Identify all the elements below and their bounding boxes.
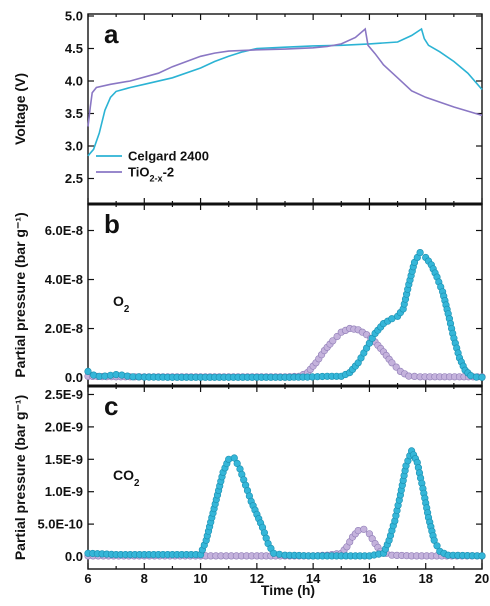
data-point-celgard <box>416 249 424 257</box>
x-tick-label: 16 <box>362 571 376 586</box>
x-axis-label: Time (h) <box>261 582 315 598</box>
legend-label: Celgard 2400 <box>128 149 209 164</box>
plot-frame <box>87 203 483 387</box>
y-tick-label: 4.0 <box>65 74 83 89</box>
y-tick-label: 3.5 <box>65 106 83 121</box>
y-tick-label: 1.0E-9 <box>45 484 83 499</box>
legend-label: TiO2-x-2 <box>128 165 174 184</box>
y-tick-label: 2.0E-8 <box>45 321 83 336</box>
gas-annotation: CO2 <box>113 467 140 489</box>
panel-label: b <box>104 209 120 239</box>
data-point-tio2 <box>360 525 368 533</box>
y-tick-label: 4.0E-8 <box>45 272 83 287</box>
y-axis-label: Partial pressure (bar g⁻¹) <box>12 212 28 377</box>
y-axis-label: Partial pressure (bar g⁻¹) <box>12 395 28 560</box>
x-tick-label: 6 <box>84 571 91 586</box>
panel-a: 2.5 3.0 3.5 4.0 4.5 5.0 Voltage (V) a Celgard 24… <box>12 9 483 206</box>
series-line-1 <box>87 27 483 127</box>
data-point-celgard <box>84 367 92 376</box>
panel-label: c <box>104 391 118 421</box>
x-tick-label: 12 <box>250 571 264 586</box>
data-point-celgard <box>478 552 486 560</box>
y-tick-label: 2.5E-9 <box>45 387 83 402</box>
y-tick-label: 2.5 <box>65 171 83 186</box>
y-tick-label: 5.0E-10 <box>37 517 83 532</box>
y-tick-label: 0.0 <box>65 549 83 564</box>
data-point-tio2 <box>329 337 337 345</box>
y-tick-label: 1.5E-9 <box>45 452 83 467</box>
x-tick-label: 14 <box>306 571 321 586</box>
y-tick-label: 0.0 <box>65 370 83 385</box>
y-axis-label: Voltage (V) <box>12 73 28 145</box>
data-point-celgard <box>230 454 238 462</box>
x-tick-label: 8 <box>141 571 148 586</box>
gas-annotation: O2 <box>113 293 130 315</box>
x-tick-label: 20 <box>475 571 489 586</box>
data-point-tio2 <box>392 363 400 371</box>
data-point-tio2 <box>333 332 341 341</box>
y-tick-label: 5.0 <box>65 9 83 24</box>
y-tick-label: 6.0E-8 <box>45 223 83 238</box>
panel-b: 0.0 2.0E-8 4.0E-8 6.0E-8 Partial pressure (b… <box>12 203 486 388</box>
y-tick-label: 2.0E-9 <box>45 419 83 434</box>
panel-c: 0.0 5.0E-10 1.0E-9 1.5E-9 2.0E-9 2.5E-9 Partia… <box>12 385 486 570</box>
data-point-tio2 <box>388 359 396 367</box>
y-tick-label: 4.5 <box>65 41 83 56</box>
y-tick-label: 3.0 <box>65 139 83 154</box>
x-tick-label: 10 <box>193 571 207 586</box>
x-tick-label: 18 <box>418 571 432 586</box>
panel-label: a <box>104 19 119 49</box>
series-line-0 <box>87 27 483 157</box>
data-point-celgard <box>478 373 486 381</box>
